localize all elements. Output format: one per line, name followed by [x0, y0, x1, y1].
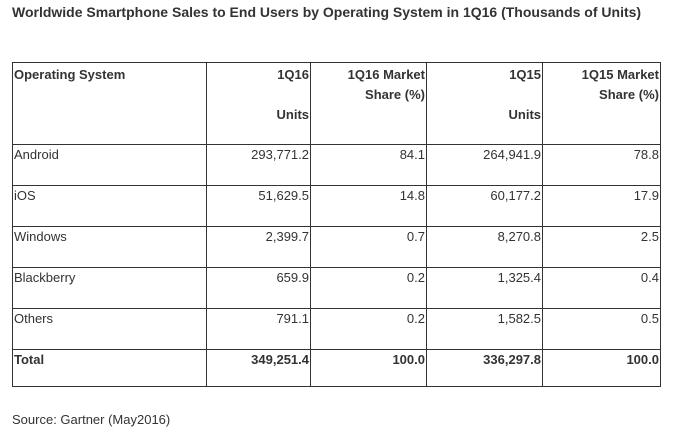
- cell-1q16-units: 791.1: [206, 308, 311, 350]
- header-1q15-units-top: 1Q15: [509, 67, 541, 82]
- cell-1q16-units: 293,771.2: [206, 144, 311, 186]
- cell-1q15-units: 60,177.2: [426, 185, 543, 227]
- cell-os: Blackberry: [12, 267, 207, 309]
- header-1q15-share: 1Q15 Market Share (%): [542, 62, 661, 145]
- cell-total-1q15-share: 100.0: [542, 349, 661, 387]
- cell-1q15-share: 2.5: [542, 226, 661, 268]
- source-note: Source: Gartner (May2016): [12, 412, 171, 427]
- table-header-row: Operating System 1Q16 Units 1Q16 Market …: [12, 62, 661, 145]
- table-row: Others 791.1 0.2 1,582.5 0.5: [12, 308, 661, 350]
- header-1q16-units-bottom: Units: [276, 107, 310, 122]
- cell-1q16-share: 0.7: [310, 226, 427, 268]
- cell-1q15-share: 78.8: [542, 144, 661, 186]
- cell-1q15-share: 0.5: [542, 308, 661, 350]
- cell-total-1q16-units: 349,251.4: [206, 349, 311, 387]
- cell-total-1q16-share: 100.0: [310, 349, 427, 387]
- cell-1q16-units: 659.9: [206, 267, 311, 309]
- header-1q16-units: 1Q16 Units: [206, 62, 311, 145]
- cell-1q16-units: 51,629.5: [206, 185, 311, 227]
- cell-1q15-units: 264,941.9: [426, 144, 543, 186]
- header-1q15-share-top: 1Q15 Market: [581, 67, 659, 82]
- header-1q16-share-bottom: Share (%): [365, 87, 425, 102]
- header-1q15-share-bottom: Share (%): [599, 87, 659, 102]
- cell-1q15-units: 1,325.4: [426, 267, 543, 309]
- header-os-label: Operating System: [14, 67, 126, 82]
- cell-os: Windows: [12, 226, 207, 268]
- table-row: Windows 2,399.7 0.7 8,270.8 2.5: [12, 226, 661, 268]
- cell-os: Android: [12, 144, 207, 186]
- table-row: Android 293,771.2 84.1 264,941.9 78.8: [12, 144, 661, 186]
- header-1q16-units-top: 1Q16: [277, 67, 309, 82]
- header-1q15-units: 1Q15 Units: [426, 62, 543, 145]
- header-1q16-share: 1Q16 Market Share (%): [310, 62, 427, 145]
- header-1q15-units-bottom: Units: [508, 107, 542, 122]
- cell-total-label: Total: [12, 349, 207, 387]
- cell-1q15-share: 0.4: [542, 267, 661, 309]
- cell-total-1q15-units: 336,297.8: [426, 349, 543, 387]
- cell-1q15-units: 1,582.5: [426, 308, 543, 350]
- cell-os: Others: [12, 308, 207, 350]
- table-row: iOS 51,629.5 14.8 60,177.2 17.9: [12, 185, 661, 227]
- cell-os: iOS: [12, 185, 207, 227]
- cell-1q15-share: 17.9: [542, 185, 661, 227]
- table-total-row: Total 349,251.4 100.0 336,297.8 100.0: [12, 349, 661, 387]
- cell-1q15-units: 8,270.8: [426, 226, 543, 268]
- cell-1q16-share: 0.2: [310, 267, 427, 309]
- page-title: Worldwide Smartphone Sales to End Users …: [12, 4, 642, 20]
- table-row: Blackberry 659.9 0.2 1,325.4 0.4: [12, 267, 661, 309]
- cell-1q16-units: 2,399.7: [206, 226, 311, 268]
- cell-1q16-share: 0.2: [310, 308, 427, 350]
- cell-1q16-share: 84.1: [310, 144, 427, 186]
- header-operating-system: Operating System: [12, 62, 207, 145]
- header-1q16-share-top: 1Q16 Market: [347, 67, 425, 82]
- sales-table: Operating System 1Q16 Units 1Q16 Market …: [12, 62, 661, 387]
- cell-1q16-share: 14.8: [310, 185, 427, 227]
